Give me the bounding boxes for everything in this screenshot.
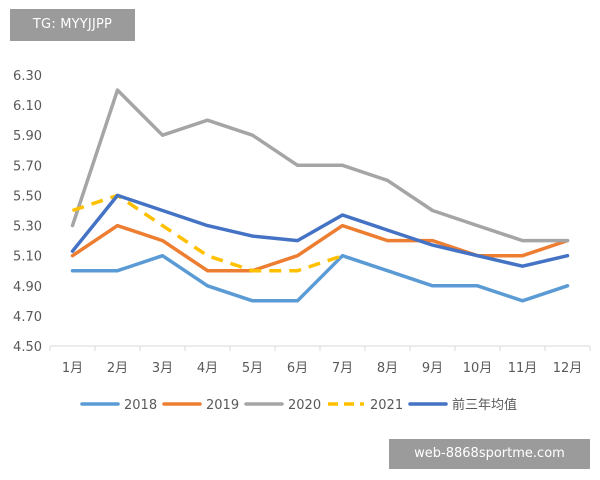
y-tick-label: 5.50 xyxy=(13,189,42,204)
y-axis: 4.50 4.70 4.90 5.10 5.30 5.50 5.70 5.90 6.10 6.30 xyxy=(13,69,42,355)
x-tick-label: 8月 xyxy=(377,361,398,376)
x-tick-label: 12月 xyxy=(553,361,583,376)
x-tick-label: 11月 xyxy=(508,361,538,376)
x-tick-label: 4月 xyxy=(197,361,218,376)
series-lines xyxy=(70,88,570,303)
x-axis: 1月 2月 3月 4月 5月 6月 7月 8月 9月 10月 11月 12月 xyxy=(49,345,591,376)
legend-label: 2020 xyxy=(288,398,321,413)
legend: 2018 2019 2020 2021 前三年均值 xyxy=(80,397,517,413)
y-tick-label: 5.10 xyxy=(13,250,42,265)
legend-label: 前三年均值 xyxy=(452,397,517,413)
y-tick-label: 6.10 xyxy=(13,99,42,114)
y-tick-label: 4.70 xyxy=(13,310,42,325)
y-tick-label: 6.30 xyxy=(13,69,42,84)
x-tick-label: 5月 xyxy=(242,361,263,376)
legend-label: 2021 xyxy=(370,398,403,413)
y-tick-label: 5.90 xyxy=(13,129,42,144)
x-tick-label: 2月 xyxy=(107,361,128,376)
y-tick-label: 5.30 xyxy=(13,220,42,235)
x-tick-label: 10月 xyxy=(463,361,493,376)
y-tick-label: 4.50 xyxy=(13,340,42,355)
x-tick-label: 3月 xyxy=(152,361,173,376)
series-line-0 xyxy=(70,253,570,303)
series-line-3 xyxy=(71,193,344,273)
y-tick-label: 4.90 xyxy=(13,280,42,295)
y-tick-label: 5.70 xyxy=(13,159,42,174)
series-line-2 xyxy=(70,88,570,243)
x-tick-label: 9月 xyxy=(422,361,443,376)
x-tick-label: 6月 xyxy=(287,361,308,376)
legend-label: 2019 xyxy=(206,398,239,413)
watermark-top: TG: MYYJJPP xyxy=(10,9,135,41)
x-tick-label: 1月 xyxy=(62,361,83,376)
watermark-bottom: web-8868sportme.com xyxy=(389,439,590,469)
x-tick-label: 7月 xyxy=(332,361,353,376)
legend-label: 2018 xyxy=(124,398,157,413)
series-line-4 xyxy=(70,193,570,268)
